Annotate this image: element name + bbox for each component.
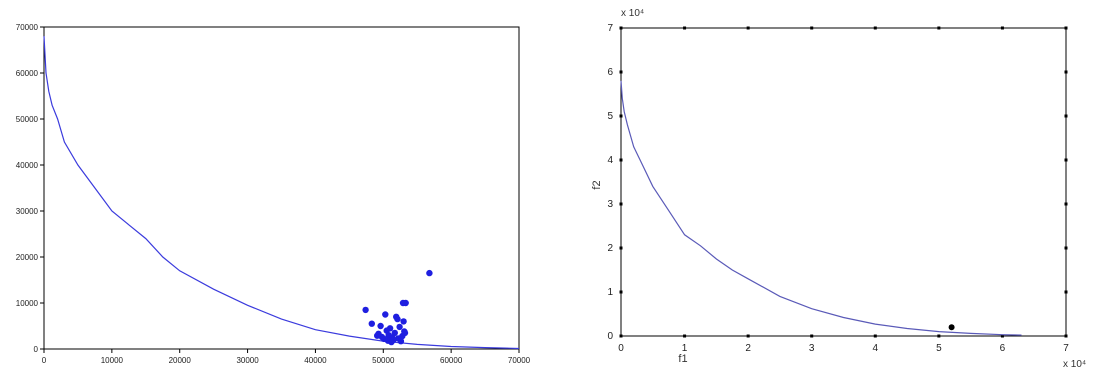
right-y-tick-right [1064, 246, 1068, 250]
left-chart: 0 10000 20000 30000 40000 50000 60000 70000 0 100… [16, 23, 531, 365]
left-solution-point [401, 329, 409, 337]
right-y-tick [619, 334, 623, 338]
right-y-tick [619, 202, 623, 206]
right-x-tick-top [746, 26, 750, 30]
right-y-tick [619, 26, 623, 30]
right-x-tick-top [937, 26, 941, 30]
right-y-tick-label: 0 [607, 331, 613, 342]
right-y-tick-right [1064, 114, 1068, 118]
right-y-tick-right [1064, 70, 1068, 74]
right-chart: 0 1 2 3 4 5 6 7 0 1 2 3 4 5 6 7 [607, 23, 1069, 354]
right-y-tick-right [1064, 334, 1068, 338]
right-y-tick-right [1064, 26, 1068, 30]
left-x-tick-label: 20000 [169, 356, 192, 365]
right-x-tick-label: 6 [1000, 343, 1006, 354]
left-solution-point [362, 306, 369, 314]
right-solution-point [948, 324, 955, 331]
right-y-tick-right [1064, 158, 1068, 162]
left-x-tick-label: 70000 [508, 356, 531, 365]
left-y-tick-label: 70000 [16, 23, 39, 32]
right-y-tick-label: 5 [607, 111, 613, 122]
right-x-tick-label: 3 [809, 343, 815, 354]
left-plot-frame [43, 26, 520, 350]
left-solution-point [397, 338, 405, 345]
right-y-tick [619, 70, 623, 74]
right-x-tick [937, 334, 941, 338]
right-x-tick [1000, 334, 1004, 338]
right-y-tick [619, 246, 623, 250]
right-x-tick-label: 7 [1063, 343, 1069, 354]
left-solution-point [374, 332, 381, 339]
left-y-tick-label: 30000 [16, 207, 39, 216]
left-solution-point [382, 311, 389, 318]
right-x-tick-label: 0 [618, 343, 624, 354]
right-y-tick-right [1064, 290, 1068, 294]
right-x-multiplier: x 10⁴ [1063, 359, 1086, 370]
left-y-tick-label: 20000 [16, 253, 39, 262]
right-x-tick [810, 334, 814, 338]
right-y-tick-label: 4 [607, 155, 613, 166]
left-y-tick-label: 10000 [16, 299, 39, 308]
left-x-tick-label: 10000 [101, 356, 124, 365]
left-solution-point [377, 322, 384, 330]
left-solution-point [400, 318, 407, 325]
right-y-tick-label: 6 [607, 67, 613, 78]
right-y-tick-label: 3 [607, 199, 613, 210]
left-solution-point [388, 338, 395, 346]
right-x-tick [683, 334, 687, 338]
left-x-tick-label: 40000 [304, 356, 327, 365]
right-y-tick-right [1064, 202, 1068, 206]
left-solution-point [396, 323, 403, 331]
right-x-tick-label: 5 [936, 343, 942, 354]
right-x-tick-label: 1 [682, 343, 688, 354]
left-x-tick-label: 0 [42, 356, 47, 365]
left-x-tick-label: 60000 [440, 356, 463, 365]
right-y-tick [619, 158, 623, 162]
right-plot-frame [620, 27, 1067, 337]
left-x-tick-label: 50000 [372, 356, 395, 365]
right-x-tick-label: 4 [873, 343, 879, 354]
left-solution-point [426, 269, 433, 277]
left-y-tick-label: 50000 [16, 115, 39, 124]
right-y-tick-label: 1 [607, 287, 613, 298]
right-x-tick [873, 334, 877, 338]
right-y-tick-label: 2 [607, 243, 613, 254]
left-y-tick-label: 60000 [16, 69, 39, 78]
right-x-axis-label: f1 [678, 353, 687, 365]
left-y-tick-label: 40000 [16, 161, 39, 170]
right-y-tick [619, 290, 623, 294]
right-y-multiplier: x 10⁴ [621, 8, 644, 19]
left-solution-point [394, 315, 401, 323]
right-x-tick-label: 2 [745, 343, 751, 354]
left-y-tick-label: 0 [34, 345, 39, 354]
right-x-tick-top [1000, 26, 1004, 30]
left-x-tick-label: 30000 [236, 356, 259, 365]
left-solution-point [399, 299, 407, 307]
right-y-tick [619, 114, 623, 118]
right-x-tick-top [873, 26, 877, 30]
right-x-tick-top [683, 26, 687, 30]
right-x-tick-top [810, 26, 814, 30]
right-y-axis-label: f2 [591, 180, 603, 189]
left-solution-point [368, 320, 375, 327]
right-y-tick-label: 7 [607, 23, 613, 34]
right-x-tick [746, 334, 750, 338]
right-pareto-front-line [620, 80, 1022, 336]
left-pareto-front-line [43, 36, 520, 350]
